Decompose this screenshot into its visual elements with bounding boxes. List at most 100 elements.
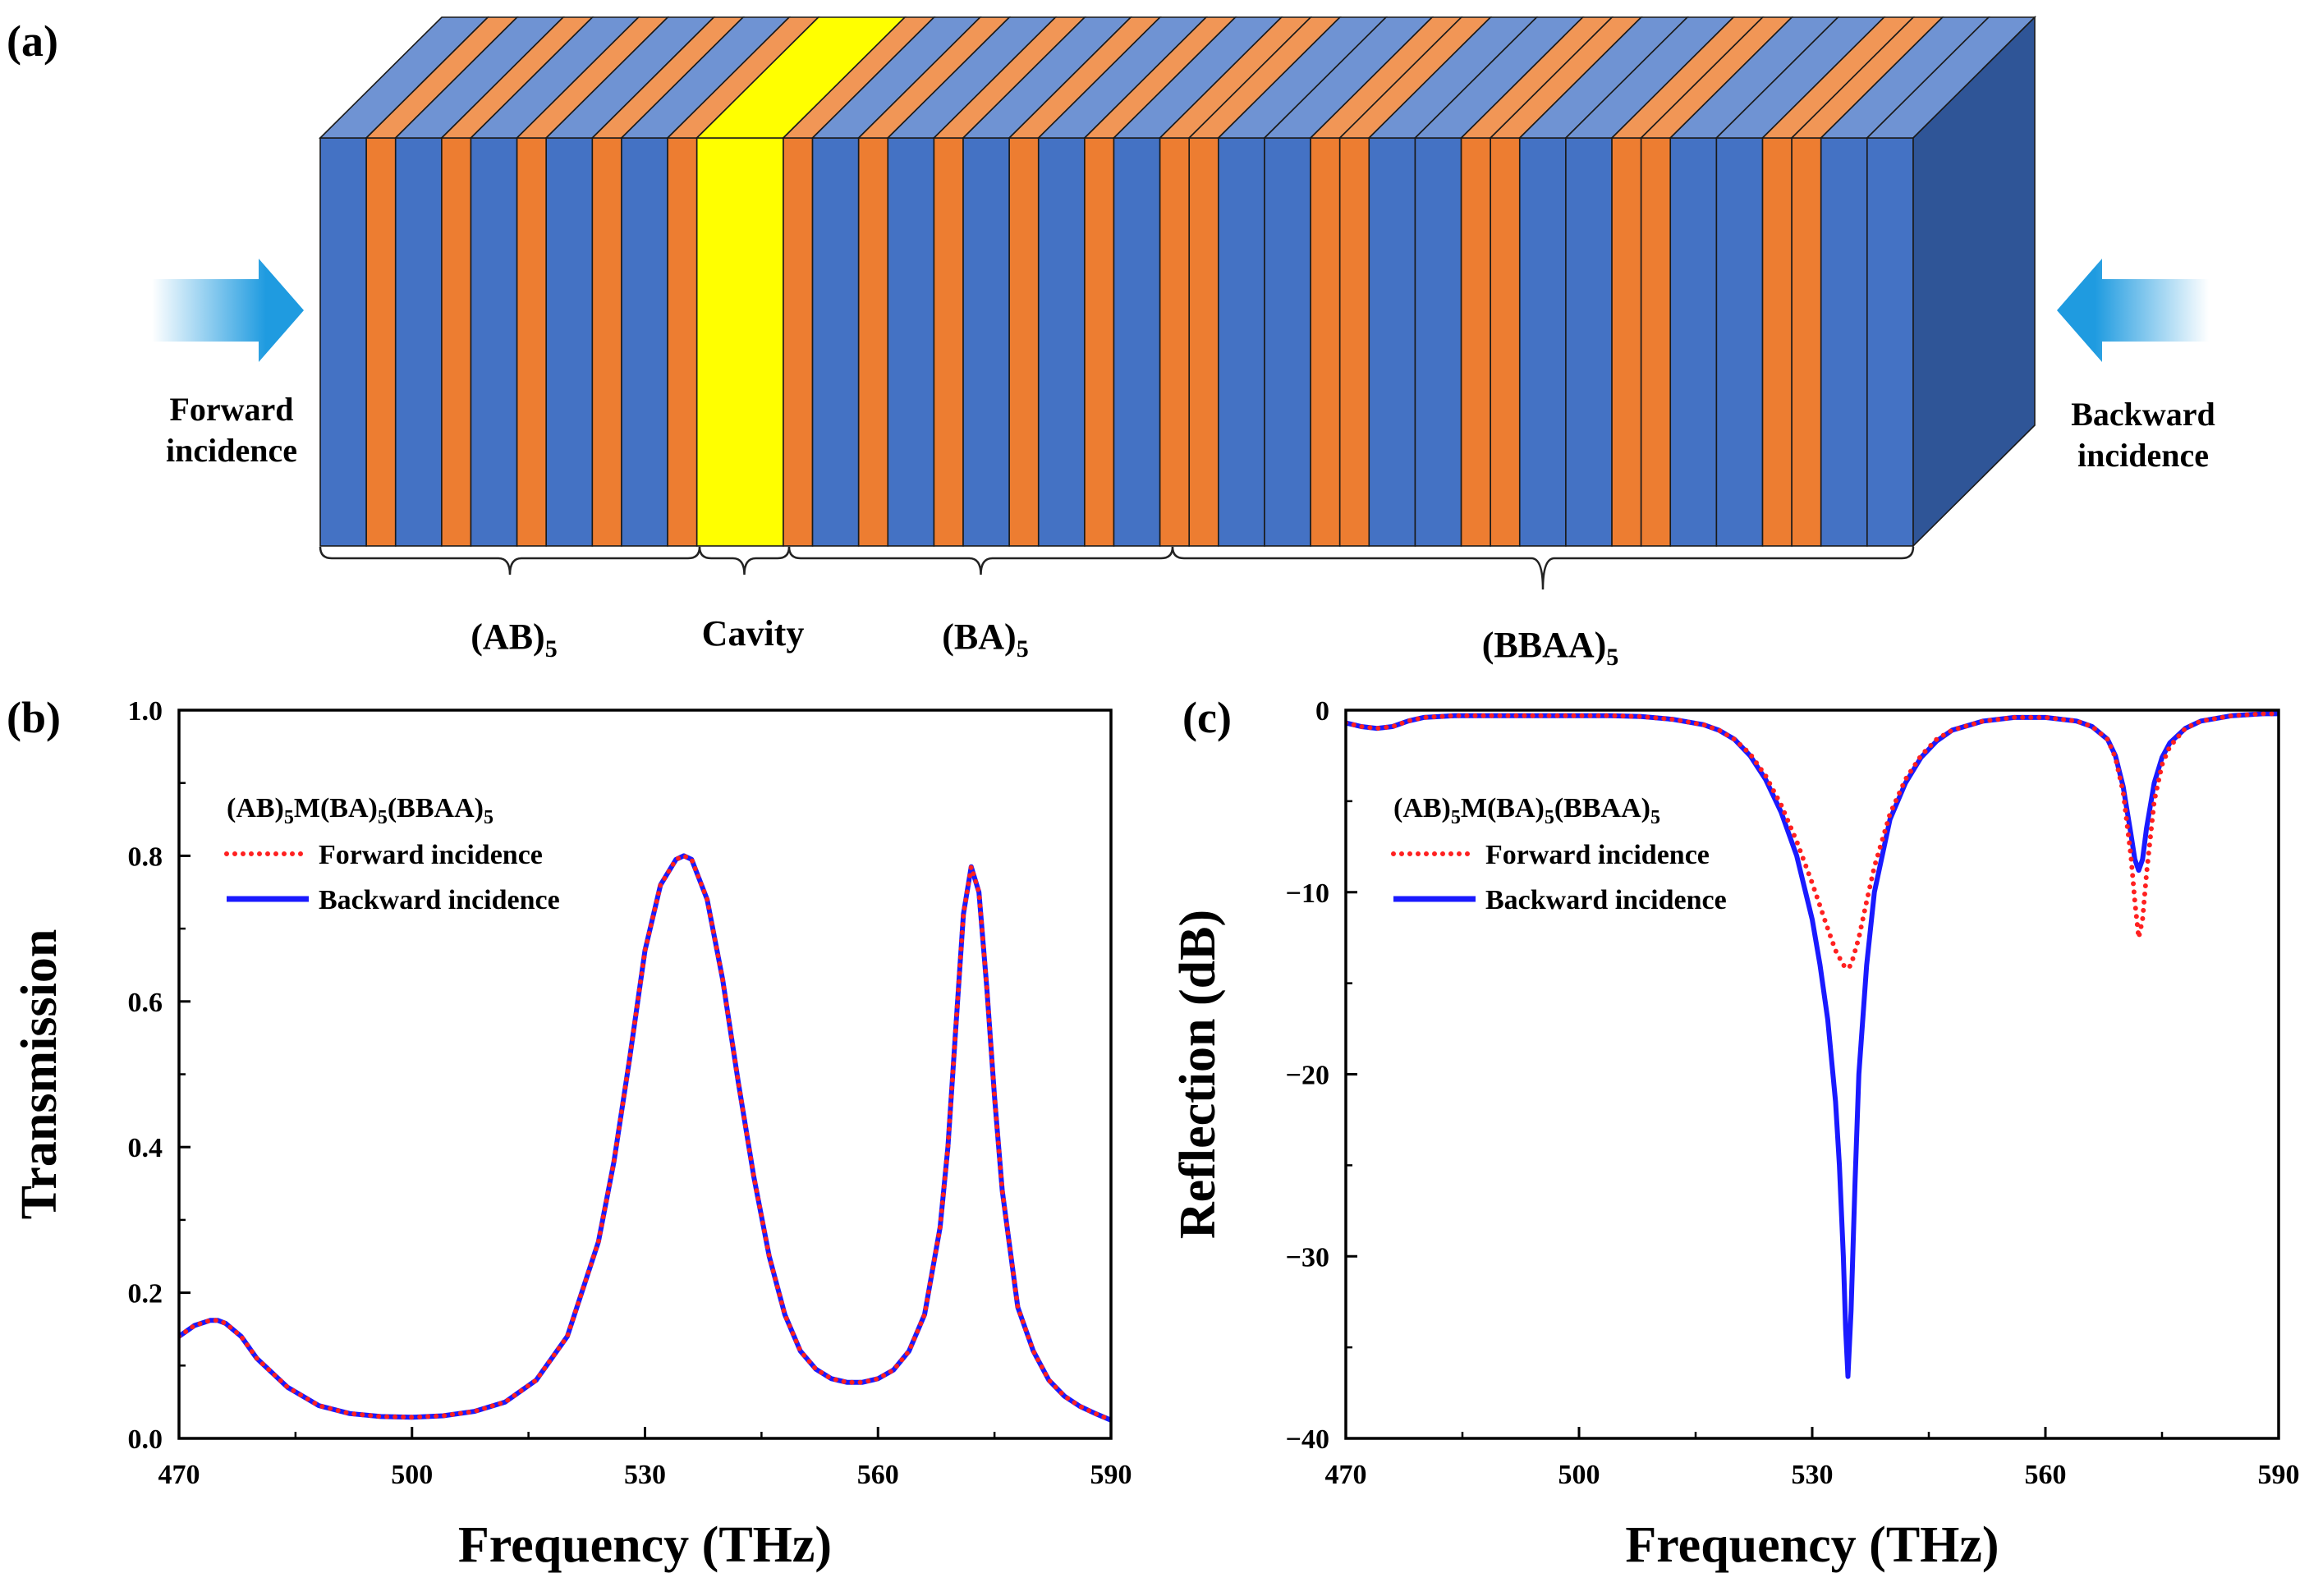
x-tick-label: 560 [857,1460,899,1490]
y-axis-label: Transmission [11,929,67,1220]
y-tick-label: −30 [1286,1242,1329,1273]
plot-b: 470 500 530 560 590 0.0 0.2 0.4 0.6 0.8 1.0 Frequen… [11,696,1132,1573]
forward-incidence-label-line1: Forward [169,391,293,428]
layer-a [1414,137,1462,547]
y-tick-label: 0.8 [128,842,163,872]
panel-a-structure: (a) Forward incidence Backward incidence… [7,16,2215,671]
backward-incidence-label-line1: Backward [2071,396,2215,433]
backward-legend-label: Backward incidence [1485,885,1727,915]
layer-b [857,137,889,547]
layer-a [962,137,1010,547]
y-tick-label: 0 [1315,696,1329,727]
layer-b [783,137,814,547]
layer-b [1791,137,1822,547]
layer-b [516,137,548,547]
panel-c-reflection: (c) 470 500 530 560 590 −40 −30 −20 −10 0 Frequenc… [1170,693,2300,1573]
backward-incidence-label-line2: incidence [2077,437,2209,474]
backward-arrow-icon [2057,259,2209,362]
layer-a [319,137,367,547]
forward-legend-label: Forward incidence [1485,840,1710,870]
brace [787,546,1174,576]
layer-b [1761,137,1793,547]
layer-a [394,137,443,547]
layer-a [887,137,935,547]
layer-a [1715,137,1764,547]
group-label-ba5: (BA)5 [942,617,1028,663]
layer-a [1218,137,1265,547]
x-tick-label: 500 [1558,1460,1600,1490]
backward-legend-label: Backward incidence [319,885,560,915]
layer-a [545,137,594,547]
y-tick-label: 0.0 [128,1424,163,1455]
legend-title: (AB)5M(BA)5(BBAA)5 [227,793,493,828]
layer-b [1159,137,1191,547]
stack-side-face [1912,16,2036,548]
layer-b [1611,137,1642,547]
group-label-cavity: Cavity [702,613,805,654]
layer-a [621,137,668,547]
y-tick-label: 0.2 [128,1279,163,1309]
layer-b [1338,137,1370,547]
group-label-ab5: (AB)5 [471,617,557,663]
y-tick-label: 0.6 [128,988,163,1018]
forward-arrow-icon [152,259,304,362]
y-tick-label: −10 [1286,878,1329,909]
layer-b [1188,137,1219,547]
layer-a [470,137,518,547]
brace [1171,546,1915,590]
y-axis-label: Reflection (dB) [1170,910,1226,1239]
panel-c-label: (c) [1182,693,1232,742]
y-tick-label: −20 [1286,1061,1329,1091]
x-tick-label: 560 [2025,1460,2067,1490]
layer-b [667,137,698,547]
y-tick-label: 0.4 [128,1133,163,1163]
layer-b [1084,137,1115,547]
layer-b [1490,137,1521,547]
cavity-layer [695,137,784,547]
legend-title: (AB)5M(BA)5(BBAA)5 [1393,793,1660,828]
x-tick-label: 590 [2258,1460,2300,1490]
group-label-bbaa5: (BBAA)5 [1482,625,1619,671]
layer-a [1037,137,1086,547]
layer-a [1264,137,1311,547]
layer-b [365,137,397,547]
y-tick-label: −40 [1286,1424,1329,1455]
panel-b-transmission: (b) 470 500 530 560 590 0.0 0.2 0.4 0.6 0.8 1.0 Fre… [7,693,1132,1573]
panel-a-label: (a) [7,16,58,66]
layer-b [933,137,964,547]
x-tick-label: 500 [391,1460,433,1490]
layer-a [1820,137,1868,547]
layer-b [1640,137,1672,547]
layer-stack [319,16,2036,548]
layer-a [1565,137,1613,547]
layer-b [441,137,472,547]
forward-incidence-label-line2: incidence [166,432,297,469]
layer-a [811,137,860,547]
y-tick-label: 1.0 [128,696,163,727]
forward-series-line [179,853,1111,1423]
x-axis-label: Frequency (THz) [458,1517,832,1573]
forward-series-line [1346,711,2279,971]
plot-c: 470 500 530 560 590 −40 −30 −20 −10 0 Frequency (T… [1170,696,2300,1573]
layer-a [1518,137,1567,547]
forward-legend-label: Forward incidence [319,840,543,870]
x-tick-label: 470 [158,1460,200,1490]
layer-a [1368,137,1416,547]
brace [698,546,791,576]
x-axis-label: Frequency (THz) [1625,1517,1999,1573]
layer-b [591,137,622,547]
panel-b-label: (b) [7,693,61,742]
layer-a [1669,137,1718,547]
brace [319,546,701,576]
x-tick-label: 470 [1325,1460,1367,1490]
layer-b [1310,137,1341,547]
x-tick-label: 590 [1090,1460,1132,1490]
x-tick-label: 530 [624,1460,666,1490]
layer-a [1113,137,1161,547]
layer-b [1008,137,1040,547]
layer-a [1866,137,1914,547]
group-braces [319,546,1915,590]
x-tick-label: 530 [1792,1460,1834,1490]
layer-b [1460,137,1491,547]
